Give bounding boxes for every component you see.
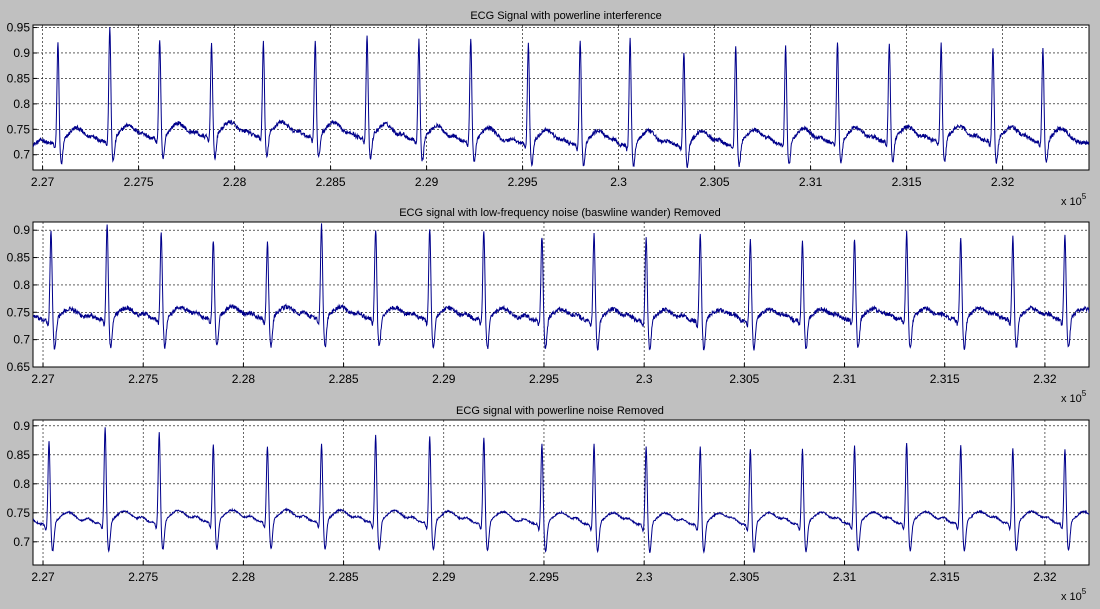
x-tick-label: 2.32 [1033, 372, 1057, 386]
x-tick-label: 2.27 [31, 372, 55, 386]
axes-title: ECG Signal with powerline interference [470, 10, 661, 22]
x-tick-label: 2.29 [432, 570, 456, 584]
plot-area [32, 419, 1090, 566]
y-tick-label: 0.9 [13, 419, 30, 433]
y-tick-label: 0.75 [7, 122, 31, 136]
x-tick-labels: 2.27 2.275 2.28 2.285 2.29 2.295 2.3 2.305 2.31 2… [31, 372, 1057, 386]
y-tick-label: 0.9 [13, 223, 30, 237]
x-tick-label: 2.3 [636, 372, 653, 386]
x-tick-label: 2.31 [833, 372, 857, 386]
x-tick-label: 2.31 [799, 175, 823, 189]
ecg-trace [33, 27, 1089, 168]
x-tick-label: 2.295 [508, 175, 538, 189]
x-tick-label: 2.285 [329, 372, 359, 386]
x-tick-labels: 2.27 2.275 2.28 2.285 2.29 2.295 2.3 2.305 2.31 2… [31, 570, 1057, 584]
y-tick-label: 0.95 [7, 21, 31, 35]
axes-ecg-powerline-noise-removed: ECG signal with powerline noise Removed … [7, 405, 1090, 603]
x-tick-label: 2.285 [316, 175, 346, 189]
x-tick-label: 2.315 [930, 372, 960, 386]
x-exponent-power: 5 [1082, 192, 1087, 201]
x-tick-label: 2.295 [529, 570, 559, 584]
y-tick-label: 0.8 [13, 278, 30, 292]
y-tick-label: 0.75 [7, 305, 31, 319]
y-tick-label: 0.7 [13, 535, 30, 549]
x-tick-label: 2.305 [729, 570, 759, 584]
grid-lines [33, 222, 1089, 368]
x-tick-label: 2.29 [432, 372, 456, 386]
ecg-signal-line [33, 27, 1089, 168]
plot-area [32, 221, 1090, 368]
x-tick-label: 2.275 [124, 175, 154, 189]
y-tick-label: 0.75 [7, 506, 31, 520]
axes-ecg-powerline-interference: ECG Signal with powerline interference 0… [7, 10, 1090, 208]
x-exponent-label: x 105 [1061, 389, 1087, 405]
x-tick-label: 2.3 [636, 570, 653, 584]
y-tick-label: 0.85 [7, 71, 31, 85]
y-tick-label: 0.85 [7, 448, 31, 462]
x-tick-label: 2.32 [1033, 570, 1057, 584]
x-exponent-label: x 105 [1061, 587, 1087, 603]
x-tick-label: 2.28 [223, 175, 247, 189]
x-tick-label: 2.29 [415, 175, 439, 189]
y-tick-labels: 0.7 0.75 0.8 0.85 0.9 0.95 [7, 21, 31, 162]
y-tick-label: 0.85 [7, 251, 31, 265]
y-tick-label: 0.7 [13, 148, 30, 162]
plot-area [32, 24, 1090, 171]
x-tick-labels: 2.27 2.275 2.28 2.285 2.29 2.295 2.3 2.305 2.31 2… [31, 175, 1015, 189]
ecg-trace [33, 427, 1089, 554]
x-tick-label: 2.28 [232, 372, 256, 386]
y-tick-label: 0.8 [13, 477, 30, 491]
axes-ecg-baseline-wander-removed: ECG signal with low-frequency noise (bas… [7, 207, 1090, 405]
x-exponent-label: x 105 [1061, 192, 1087, 208]
y-tick-labels: 0.65 0.7 0.75 0.8 0.85 0.9 [7, 223, 31, 374]
x-tick-label: 2.305 [729, 372, 759, 386]
x-tick-label: 2.275 [128, 570, 158, 584]
x-tick-label: 2.28 [232, 570, 256, 584]
ecg-signal-line [33, 223, 1089, 351]
x-tick-label: 2.315 [892, 175, 922, 189]
y-tick-label: 0.7 [13, 333, 30, 347]
x-tick-label: 2.32 [991, 175, 1015, 189]
x-tick-label: 2.285 [329, 570, 359, 584]
x-tick-label: 2.3 [610, 175, 627, 189]
y-tick-label: 0.65 [7, 360, 31, 374]
axes-title: ECG signal with low-frequency noise (bas… [399, 207, 721, 219]
x-tick-label: 2.27 [31, 175, 55, 189]
x-exponent-power: 5 [1082, 389, 1087, 398]
x-tick-label: 2.31 [833, 570, 857, 584]
ecg-signal-line [33, 427, 1089, 554]
y-tick-label: 0.9 [13, 46, 30, 60]
x-tick-label: 2.305 [700, 175, 730, 189]
axes-title: ECG signal with powerline noise Removed [456, 405, 664, 417]
y-tick-label: 0.8 [13, 97, 30, 111]
x-tick-label: 2.27 [31, 570, 55, 584]
x-tick-label: 2.275 [128, 372, 158, 386]
x-exponent-power: 5 [1082, 587, 1087, 596]
x-tick-label: 2.295 [529, 372, 559, 386]
x-tick-label: 2.315 [930, 570, 960, 584]
y-tick-labels: 0.7 0.75 0.8 0.85 0.9 [7, 419, 31, 549]
ecg-trace [33, 223, 1089, 351]
grid-lines [33, 25, 1089, 170]
